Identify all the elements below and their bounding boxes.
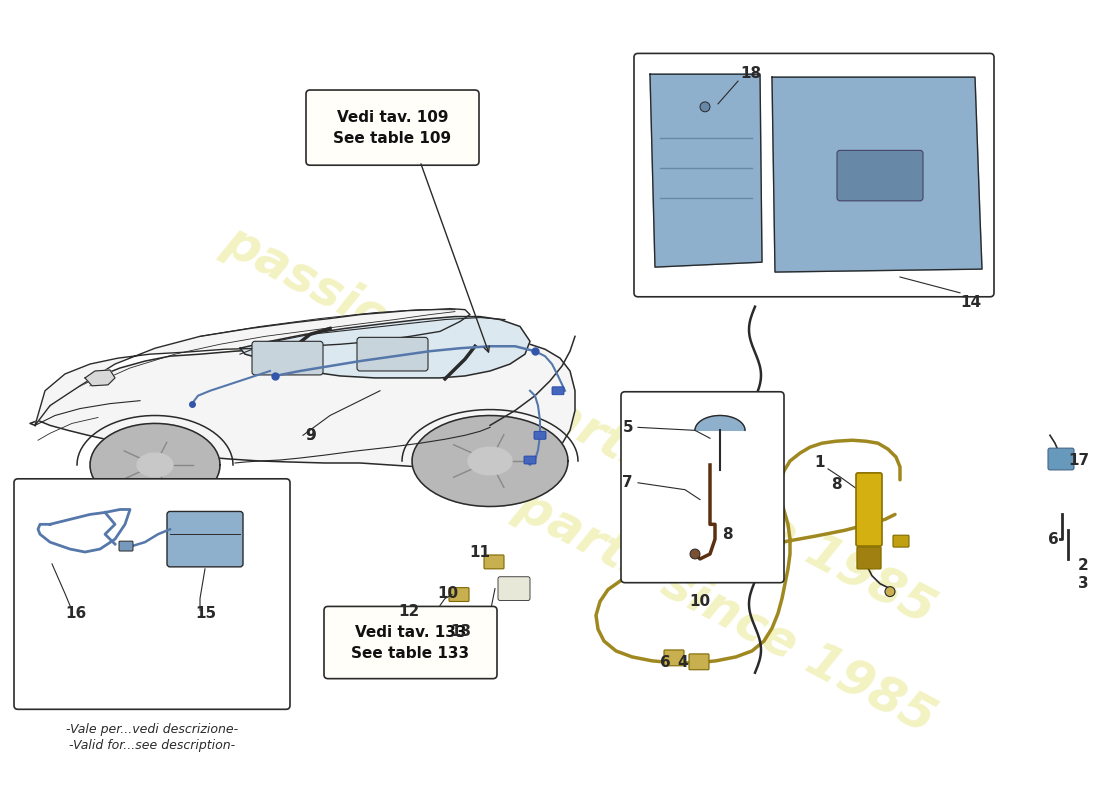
- Text: 13: 13: [450, 624, 471, 638]
- FancyBboxPatch shape: [498, 577, 530, 601]
- Polygon shape: [85, 370, 116, 386]
- FancyBboxPatch shape: [252, 342, 323, 375]
- Text: passion for parts since 1985: passion for parts since 1985: [216, 217, 944, 634]
- Text: 6: 6: [1048, 532, 1058, 546]
- FancyBboxPatch shape: [1048, 448, 1074, 470]
- Text: passion for parts since 1985: passion for parts since 1985: [216, 326, 944, 743]
- Polygon shape: [695, 415, 745, 430]
- Polygon shape: [90, 423, 220, 506]
- FancyBboxPatch shape: [893, 535, 909, 547]
- FancyBboxPatch shape: [856, 473, 882, 546]
- FancyBboxPatch shape: [634, 54, 994, 297]
- Text: Vedi tav. 133
See table 133: Vedi tav. 133 See table 133: [351, 625, 470, 661]
- Polygon shape: [30, 338, 575, 470]
- Text: 9: 9: [305, 428, 316, 442]
- FancyBboxPatch shape: [324, 606, 497, 678]
- Polygon shape: [468, 447, 512, 475]
- FancyBboxPatch shape: [419, 610, 435, 622]
- FancyBboxPatch shape: [447, 630, 463, 642]
- FancyBboxPatch shape: [552, 387, 564, 394]
- Text: 5: 5: [623, 420, 632, 435]
- Circle shape: [886, 586, 895, 597]
- Text: -Vale per...vedi descrizione-: -Vale per...vedi descrizione-: [66, 723, 238, 736]
- FancyBboxPatch shape: [484, 555, 504, 569]
- Text: 7: 7: [623, 475, 632, 490]
- Text: 14: 14: [960, 295, 981, 310]
- Text: -Valid for...see description-: -Valid for...see description-: [69, 739, 235, 752]
- Text: 10: 10: [437, 586, 458, 601]
- Text: 8: 8: [832, 478, 842, 492]
- FancyBboxPatch shape: [857, 547, 881, 569]
- Text: 18: 18: [740, 66, 761, 81]
- Text: 8: 8: [723, 526, 733, 542]
- Polygon shape: [772, 77, 982, 272]
- Text: 2: 2: [1078, 558, 1089, 574]
- FancyBboxPatch shape: [358, 338, 428, 371]
- Text: 10: 10: [689, 594, 710, 609]
- FancyBboxPatch shape: [534, 431, 546, 439]
- Text: 6: 6: [660, 655, 671, 670]
- Text: 4: 4: [678, 655, 688, 670]
- Text: Vedi tav. 109
See table 109: Vedi tav. 109 See table 109: [333, 110, 452, 146]
- FancyBboxPatch shape: [449, 588, 469, 602]
- Polygon shape: [138, 453, 173, 477]
- Text: 9: 9: [305, 428, 316, 442]
- Polygon shape: [412, 415, 568, 506]
- Circle shape: [690, 549, 700, 559]
- FancyBboxPatch shape: [306, 90, 478, 166]
- FancyBboxPatch shape: [167, 511, 243, 567]
- FancyBboxPatch shape: [119, 541, 133, 551]
- Text: 11: 11: [469, 545, 490, 559]
- Polygon shape: [35, 309, 470, 426]
- Text: 17: 17: [1068, 453, 1089, 467]
- FancyBboxPatch shape: [837, 150, 923, 201]
- Polygon shape: [240, 317, 530, 378]
- FancyBboxPatch shape: [664, 650, 684, 666]
- Circle shape: [700, 102, 710, 112]
- Text: 12: 12: [398, 604, 420, 619]
- Text: 3: 3: [1078, 576, 1089, 591]
- Text: 15: 15: [195, 606, 216, 621]
- Text: 16: 16: [65, 606, 86, 621]
- FancyBboxPatch shape: [524, 456, 536, 464]
- FancyBboxPatch shape: [14, 479, 290, 710]
- FancyBboxPatch shape: [621, 392, 784, 582]
- FancyBboxPatch shape: [689, 654, 710, 670]
- Text: 1: 1: [814, 455, 825, 470]
- Polygon shape: [650, 74, 762, 267]
